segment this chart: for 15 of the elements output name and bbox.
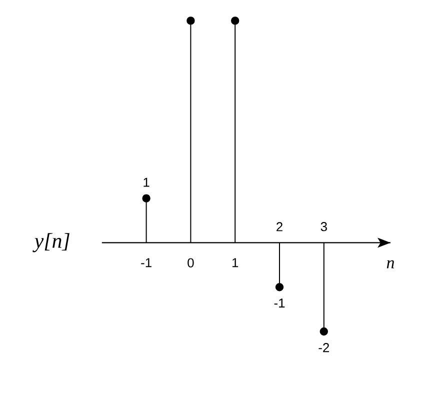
annotation: 3 bbox=[320, 222, 327, 232]
y-axis-title: y[n] bbox=[32, 233, 70, 252]
point bbox=[320, 327, 328, 336]
point bbox=[142, 194, 150, 202]
data-label: -2 bbox=[318, 343, 330, 352]
point bbox=[275, 283, 284, 292]
x-tick-label: 0 bbox=[188, 258, 194, 268]
point bbox=[186, 16, 195, 25]
annotation: 2 bbox=[276, 222, 282, 232]
x-tick-label: 1 bbox=[232, 258, 238, 268]
data-label: -1 bbox=[274, 298, 285, 308]
x-axis-title: n bbox=[386, 260, 394, 268]
x-tick-label: -1 bbox=[141, 258, 152, 268]
point bbox=[231, 16, 240, 25]
data-label: 1 bbox=[144, 178, 150, 187]
